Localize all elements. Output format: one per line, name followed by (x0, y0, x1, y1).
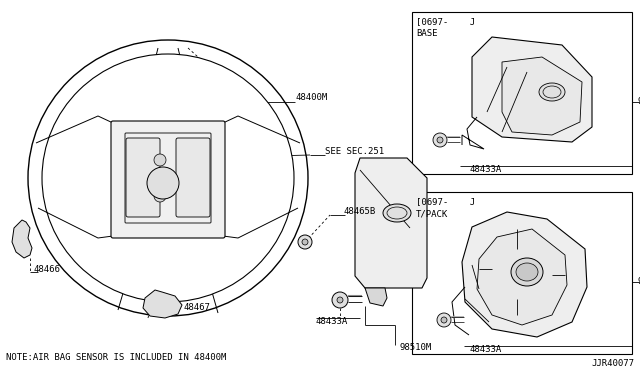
Text: SEE SEC.251: SEE SEC.251 (325, 148, 384, 157)
Circle shape (298, 235, 312, 249)
Circle shape (437, 137, 443, 143)
Circle shape (332, 292, 348, 308)
Ellipse shape (516, 263, 538, 281)
Polygon shape (502, 57, 582, 135)
Text: 48433A: 48433A (470, 346, 502, 355)
Text: 48433A: 48433A (316, 317, 348, 326)
FancyBboxPatch shape (176, 138, 210, 217)
Text: 48466: 48466 (34, 266, 61, 275)
Circle shape (441, 317, 447, 323)
Ellipse shape (539, 83, 565, 101)
Circle shape (337, 297, 343, 303)
Text: 98510M: 98510M (637, 97, 640, 106)
Ellipse shape (42, 54, 294, 302)
Circle shape (433, 133, 447, 147)
Circle shape (302, 239, 308, 245)
Text: JJR40077: JJR40077 (591, 359, 634, 369)
Polygon shape (462, 212, 587, 337)
Bar (412, 192, 632, 354)
Text: T/PACK: T/PACK (416, 209, 448, 218)
Circle shape (154, 172, 166, 184)
Text: 98510M: 98510M (400, 343, 432, 353)
Polygon shape (477, 229, 567, 325)
Text: BASE: BASE (416, 29, 438, 38)
Circle shape (437, 313, 451, 327)
Text: 48467: 48467 (183, 302, 210, 311)
Text: NOTE:AIR BAG SENSOR IS INCLUDED IN 48400M: NOTE:AIR BAG SENSOR IS INCLUDED IN 48400… (6, 353, 227, 362)
Text: 48400M: 48400M (295, 93, 327, 103)
Text: 98510M: 98510M (637, 278, 640, 286)
Text: 48465B: 48465B (344, 208, 376, 217)
Polygon shape (143, 290, 182, 318)
Ellipse shape (383, 204, 411, 222)
Circle shape (147, 167, 179, 199)
Circle shape (154, 190, 166, 202)
Polygon shape (355, 158, 427, 288)
Bar (412, 12, 632, 174)
Text: [0697-    J: [0697- J (416, 17, 475, 26)
FancyBboxPatch shape (111, 121, 225, 238)
FancyBboxPatch shape (126, 138, 160, 217)
Polygon shape (365, 288, 387, 306)
Text: 48433A: 48433A (470, 166, 502, 174)
Polygon shape (472, 37, 592, 142)
Ellipse shape (511, 258, 543, 286)
Circle shape (154, 154, 166, 166)
Polygon shape (12, 220, 32, 258)
Text: [0697-    J: [0697- J (416, 198, 475, 206)
